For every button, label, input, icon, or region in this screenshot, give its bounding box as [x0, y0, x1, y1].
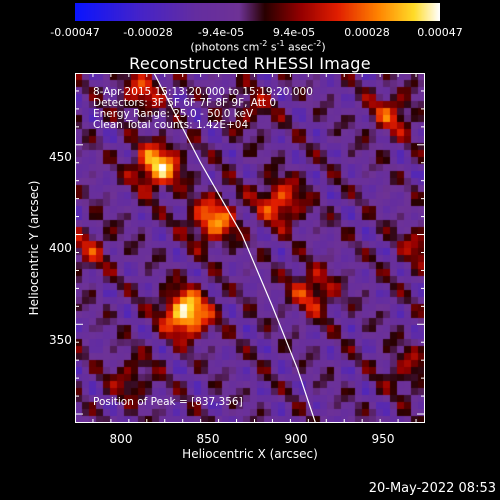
annotation-time: 8-Apr-2015 15:13:20.000 to 15:19:20.000: [93, 86, 313, 98]
heatmap-image: [75, 73, 425, 423]
axis-tick-marks: [75, 73, 425, 423]
annotation-peak: Position of Peak = [837,356]: [93, 396, 243, 408]
chart-title: Reconstructed RHESSI Image: [129, 54, 371, 73]
y-tick-label: 450: [49, 150, 72, 164]
colorbar-tick-label: 9.4e-05: [272, 26, 316, 39]
timestamp: 20-May-2022 08:53: [368, 481, 496, 496]
colorbar: [75, 3, 440, 21]
x-tick-label: 950: [371, 432, 395, 446]
colorbar-tick-label: -9.4e-05: [197, 26, 245, 39]
colorbar-units: (photons cm-2 s-1 asec-2): [190, 39, 326, 54]
plot-overlay: [75, 73, 425, 423]
solar-limb-line: [153, 73, 317, 423]
colorbar-tick-label: 0.00028: [344, 26, 390, 39]
y-tick-label: 400: [49, 241, 72, 255]
annotation-energy: Energy Range: 25.0 - 50.0 keV: [93, 108, 254, 120]
x-tick-label: 800: [109, 432, 133, 446]
colorbar-tick-label: -0.00028: [123, 26, 173, 39]
plot-border: [75, 73, 425, 423]
x-tick-label: 850: [196, 432, 220, 446]
y-tick-label: 350: [49, 333, 72, 347]
x-axis-label: Heliocentric X (arcsec): [182, 447, 318, 461]
colorbar-tick-label: -0.00047: [50, 26, 100, 39]
plot-area: 8-Apr-2015 15:13:20.000 to 15:19:20.000 …: [75, 73, 425, 423]
annotation-method: Clean Total counts: 1.42E+04: [93, 119, 249, 131]
annotation-detectors: Detectors: 3F 5F 6F 7F 8F 9F, Att 0: [93, 97, 277, 109]
x-tick-label: 900: [284, 432, 308, 446]
colorbar-gradient: [75, 3, 440, 21]
colorbar-tick-label: 0.00047: [417, 26, 463, 39]
y-axis-label: Heliocentric Y (arcsec): [27, 180, 41, 316]
